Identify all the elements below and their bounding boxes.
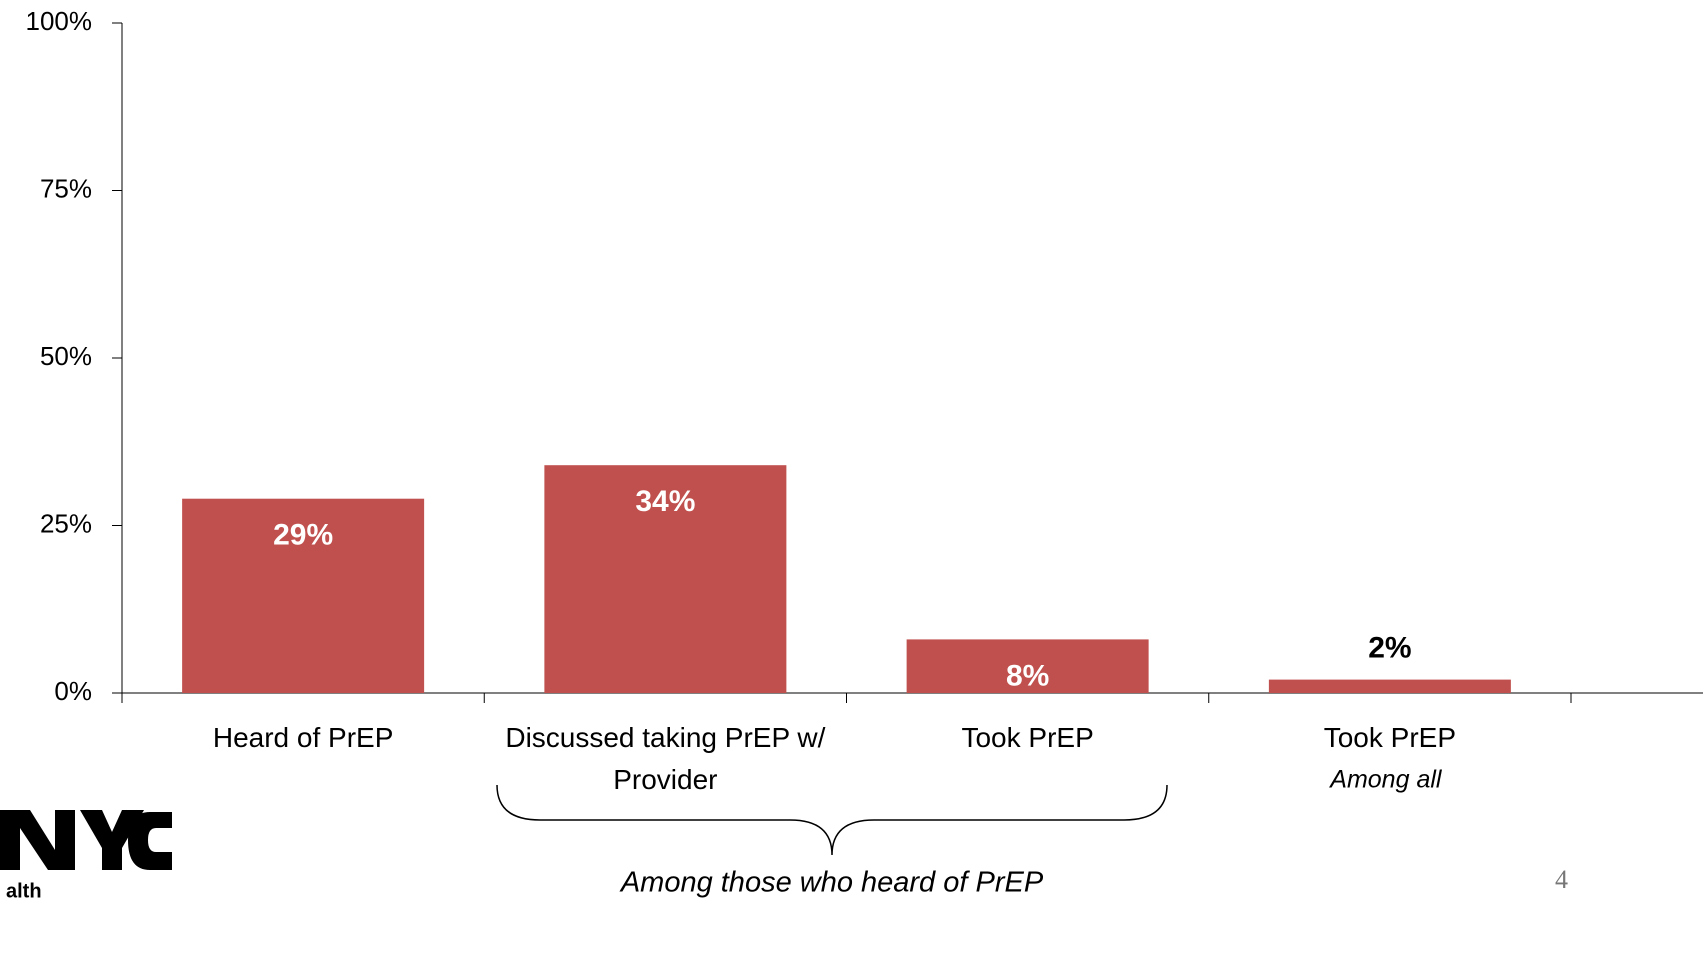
y-tick-label: 0% — [54, 676, 92, 706]
bar — [1268, 679, 1511, 693]
bar — [182, 498, 425, 693]
y-tick-label: 100% — [26, 6, 93, 36]
page-number: 4 — [1555, 865, 1568, 894]
value-label: 8% — [1006, 659, 1049, 692]
x-tick-label: Took PrEP — [961, 722, 1094, 753]
value-label: 34% — [635, 485, 695, 518]
y-tick-label: 50% — [40, 341, 92, 371]
brace — [496, 784, 1168, 856]
y-tick-label: 75% — [40, 173, 92, 203]
value-label: 2% — [1368, 632, 1411, 665]
x-tick-label: Heard of PrEP — [212, 722, 394, 753]
x-tick-label: Discussed taking PrEP w/ Provider — [505, 722, 826, 795]
bar — [906, 639, 1149, 693]
logo — [0, 810, 172, 870]
logo-text: alth — [6, 880, 42, 902]
value-label: 29% — [273, 519, 333, 552]
category-note: Among all — [1328, 766, 1443, 794]
group-note: Among those who heard of PrEP — [619, 867, 1044, 899]
y-tick-label: 25% — [40, 508, 92, 538]
bar — [544, 465, 787, 693]
x-tick-label: Took PrEP — [1323, 722, 1457, 753]
